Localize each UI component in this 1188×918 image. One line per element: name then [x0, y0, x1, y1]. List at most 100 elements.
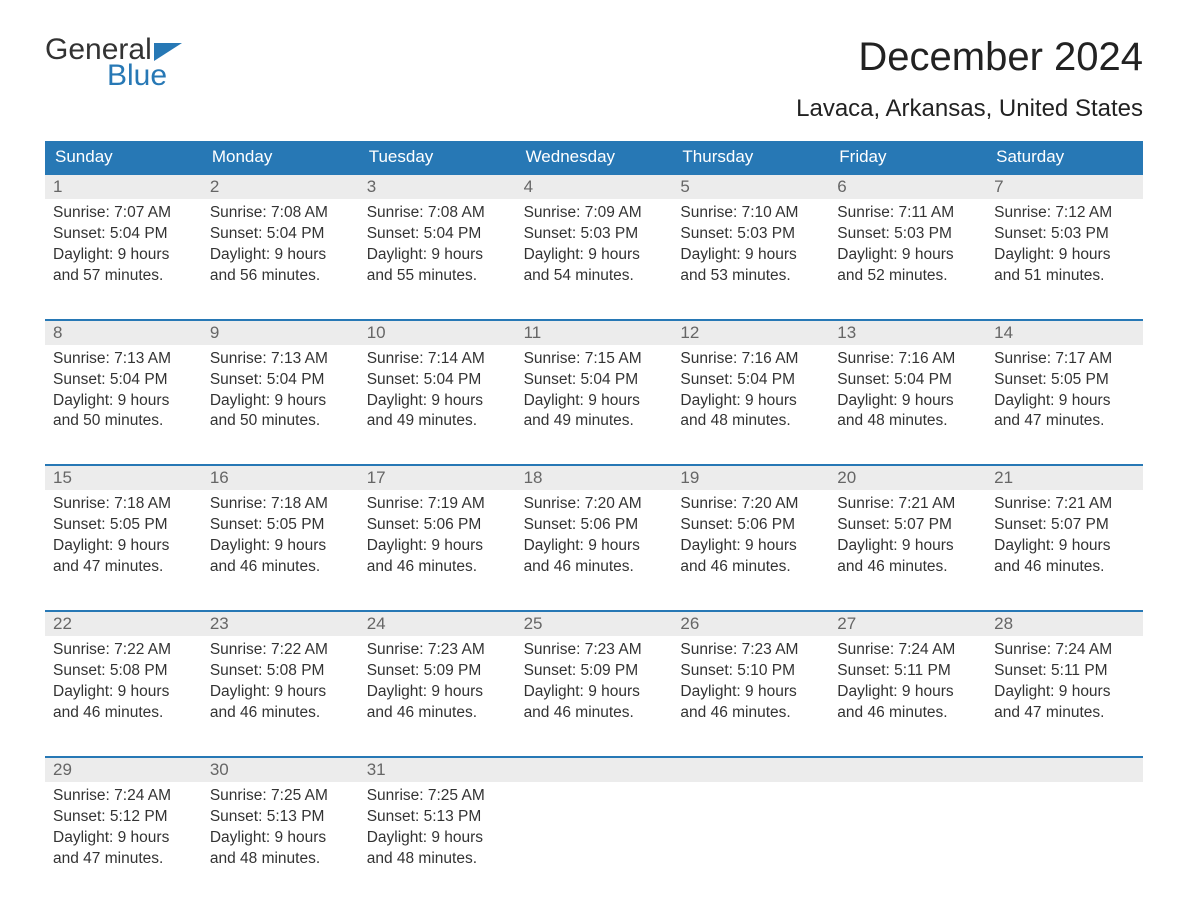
daylight-line1: Daylight: 9 hours [994, 245, 1135, 266]
sunset-line: Sunset: 5:04 PM [210, 224, 351, 245]
day-number: 29 [45, 758, 202, 782]
day-cell: Sunrise: 7:20 AMSunset: 5:06 PMDaylight:… [672, 490, 829, 584]
daylight-line1: Daylight: 9 hours [53, 245, 194, 266]
sunrise-line: Sunrise: 7:11 AM [837, 203, 978, 224]
daylight-line2: and 48 minutes. [680, 411, 821, 432]
day-header: Sunday [45, 141, 202, 173]
daylight-line2: and 46 minutes. [524, 557, 665, 578]
daylight-line2: and 46 minutes. [837, 557, 978, 578]
sunrise-line: Sunrise: 7:21 AM [994, 494, 1135, 515]
daylight-line1: Daylight: 9 hours [680, 391, 821, 412]
sunset-line: Sunset: 5:13 PM [210, 807, 351, 828]
sunset-line: Sunset: 5:05 PM [994, 370, 1135, 391]
day-number: 20 [829, 466, 986, 490]
day-number: 16 [202, 466, 359, 490]
sunrise-line: Sunrise: 7:20 AM [680, 494, 821, 515]
day-number: 4 [516, 175, 673, 199]
day-header: Saturday [986, 141, 1143, 173]
day-header: Monday [202, 141, 359, 173]
day-number: 27 [829, 612, 986, 636]
sunrise-line: Sunrise: 7:08 AM [367, 203, 508, 224]
daylight-line1: Daylight: 9 hours [994, 536, 1135, 557]
day-cell: Sunrise: 7:22 AMSunset: 5:08 PMDaylight:… [45, 636, 202, 730]
sunset-line: Sunset: 5:12 PM [53, 807, 194, 828]
sunset-line: Sunset: 5:04 PM [53, 224, 194, 245]
daylight-line1: Daylight: 9 hours [53, 391, 194, 412]
day-header: Thursday [672, 141, 829, 173]
sunset-line: Sunset: 5:08 PM [210, 661, 351, 682]
day-cell: Sunrise: 7:13 AMSunset: 5:04 PMDaylight:… [45, 345, 202, 439]
daylight-line1: Daylight: 9 hours [367, 245, 508, 266]
day-number: 18 [516, 466, 673, 490]
daylight-line2: and 46 minutes. [210, 557, 351, 578]
day-cell: Sunrise: 7:20 AMSunset: 5:06 PMDaylight:… [516, 490, 673, 584]
day-cell [516, 782, 673, 876]
sunset-line: Sunset: 5:07 PM [994, 515, 1135, 536]
sunrise-line: Sunrise: 7:17 AM [994, 349, 1135, 370]
daylight-line2: and 46 minutes. [210, 703, 351, 724]
day-cell: Sunrise: 7:14 AMSunset: 5:04 PMDaylight:… [359, 345, 516, 439]
daylight-line1: Daylight: 9 hours [837, 682, 978, 703]
daylight-line2: and 46 minutes. [53, 703, 194, 724]
sunset-line: Sunset: 5:11 PM [837, 661, 978, 682]
sunset-line: Sunset: 5:03 PM [994, 224, 1135, 245]
day-cell: Sunrise: 7:24 AMSunset: 5:12 PMDaylight:… [45, 782, 202, 876]
day-cell: Sunrise: 7:22 AMSunset: 5:08 PMDaylight:… [202, 636, 359, 730]
daylight-line1: Daylight: 9 hours [210, 828, 351, 849]
sunset-line: Sunset: 5:04 PM [367, 370, 508, 391]
day-number: 19 [672, 466, 829, 490]
sunrise-line: Sunrise: 7:16 AM [680, 349, 821, 370]
sunrise-line: Sunrise: 7:25 AM [210, 786, 351, 807]
day-number: 25 [516, 612, 673, 636]
sunrise-line: Sunrise: 7:13 AM [210, 349, 351, 370]
day-number: 12 [672, 321, 829, 345]
daylight-line1: Daylight: 9 hours [53, 682, 194, 703]
sunrise-line: Sunrise: 7:19 AM [367, 494, 508, 515]
sunset-line: Sunset: 5:05 PM [53, 515, 194, 536]
daylight-line2: and 48 minutes. [837, 411, 978, 432]
day-number-row: 22232425262728 [45, 612, 1143, 636]
calendar-week: 15161718192021Sunrise: 7:18 AMSunset: 5:… [45, 464, 1143, 584]
daylight-line1: Daylight: 9 hours [680, 682, 821, 703]
day-cell [672, 782, 829, 876]
day-number [516, 758, 673, 782]
sunset-line: Sunset: 5:10 PM [680, 661, 821, 682]
sunset-line: Sunset: 5:06 PM [367, 515, 508, 536]
calendar: Sunday Monday Tuesday Wednesday Thursday… [45, 141, 1143, 875]
day-cell: Sunrise: 7:23 AMSunset: 5:09 PMDaylight:… [359, 636, 516, 730]
sunset-line: Sunset: 5:09 PM [367, 661, 508, 682]
day-number: 17 [359, 466, 516, 490]
daylight-line2: and 49 minutes. [367, 411, 508, 432]
sunrise-line: Sunrise: 7:24 AM [994, 640, 1135, 661]
day-number: 9 [202, 321, 359, 345]
daylight-line1: Daylight: 9 hours [53, 828, 194, 849]
sunrise-line: Sunrise: 7:16 AM [837, 349, 978, 370]
page-header: General Blue December 2024 [45, 35, 1143, 91]
daylight-line1: Daylight: 9 hours [210, 536, 351, 557]
daylight-line2: and 48 minutes. [210, 849, 351, 870]
sunrise-line: Sunrise: 7:24 AM [837, 640, 978, 661]
daylight-line2: and 54 minutes. [524, 266, 665, 287]
sunrise-line: Sunrise: 7:23 AM [367, 640, 508, 661]
day-cell: Sunrise: 7:23 AMSunset: 5:09 PMDaylight:… [516, 636, 673, 730]
day-number: 15 [45, 466, 202, 490]
day-number: 24 [359, 612, 516, 636]
day-cell: Sunrise: 7:07 AMSunset: 5:04 PMDaylight:… [45, 199, 202, 293]
daylight-line2: and 57 minutes. [53, 266, 194, 287]
sunrise-line: Sunrise: 7:08 AM [210, 203, 351, 224]
sunrise-line: Sunrise: 7:23 AM [524, 640, 665, 661]
day-number-row: 293031 [45, 758, 1143, 782]
sunrise-line: Sunrise: 7:15 AM [524, 349, 665, 370]
daylight-line2: and 51 minutes. [994, 266, 1135, 287]
day-number: 11 [516, 321, 673, 345]
sunrise-line: Sunrise: 7:18 AM [210, 494, 351, 515]
sunset-line: Sunset: 5:03 PM [680, 224, 821, 245]
day-cell: Sunrise: 7:15 AMSunset: 5:04 PMDaylight:… [516, 345, 673, 439]
sunset-line: Sunset: 5:04 PM [53, 370, 194, 391]
day-number: 6 [829, 175, 986, 199]
daylight-line2: and 48 minutes. [367, 849, 508, 870]
daylight-line2: and 46 minutes. [994, 557, 1135, 578]
day-header: Wednesday [516, 141, 673, 173]
daylight-line2: and 56 minutes. [210, 266, 351, 287]
sunrise-line: Sunrise: 7:18 AM [53, 494, 194, 515]
